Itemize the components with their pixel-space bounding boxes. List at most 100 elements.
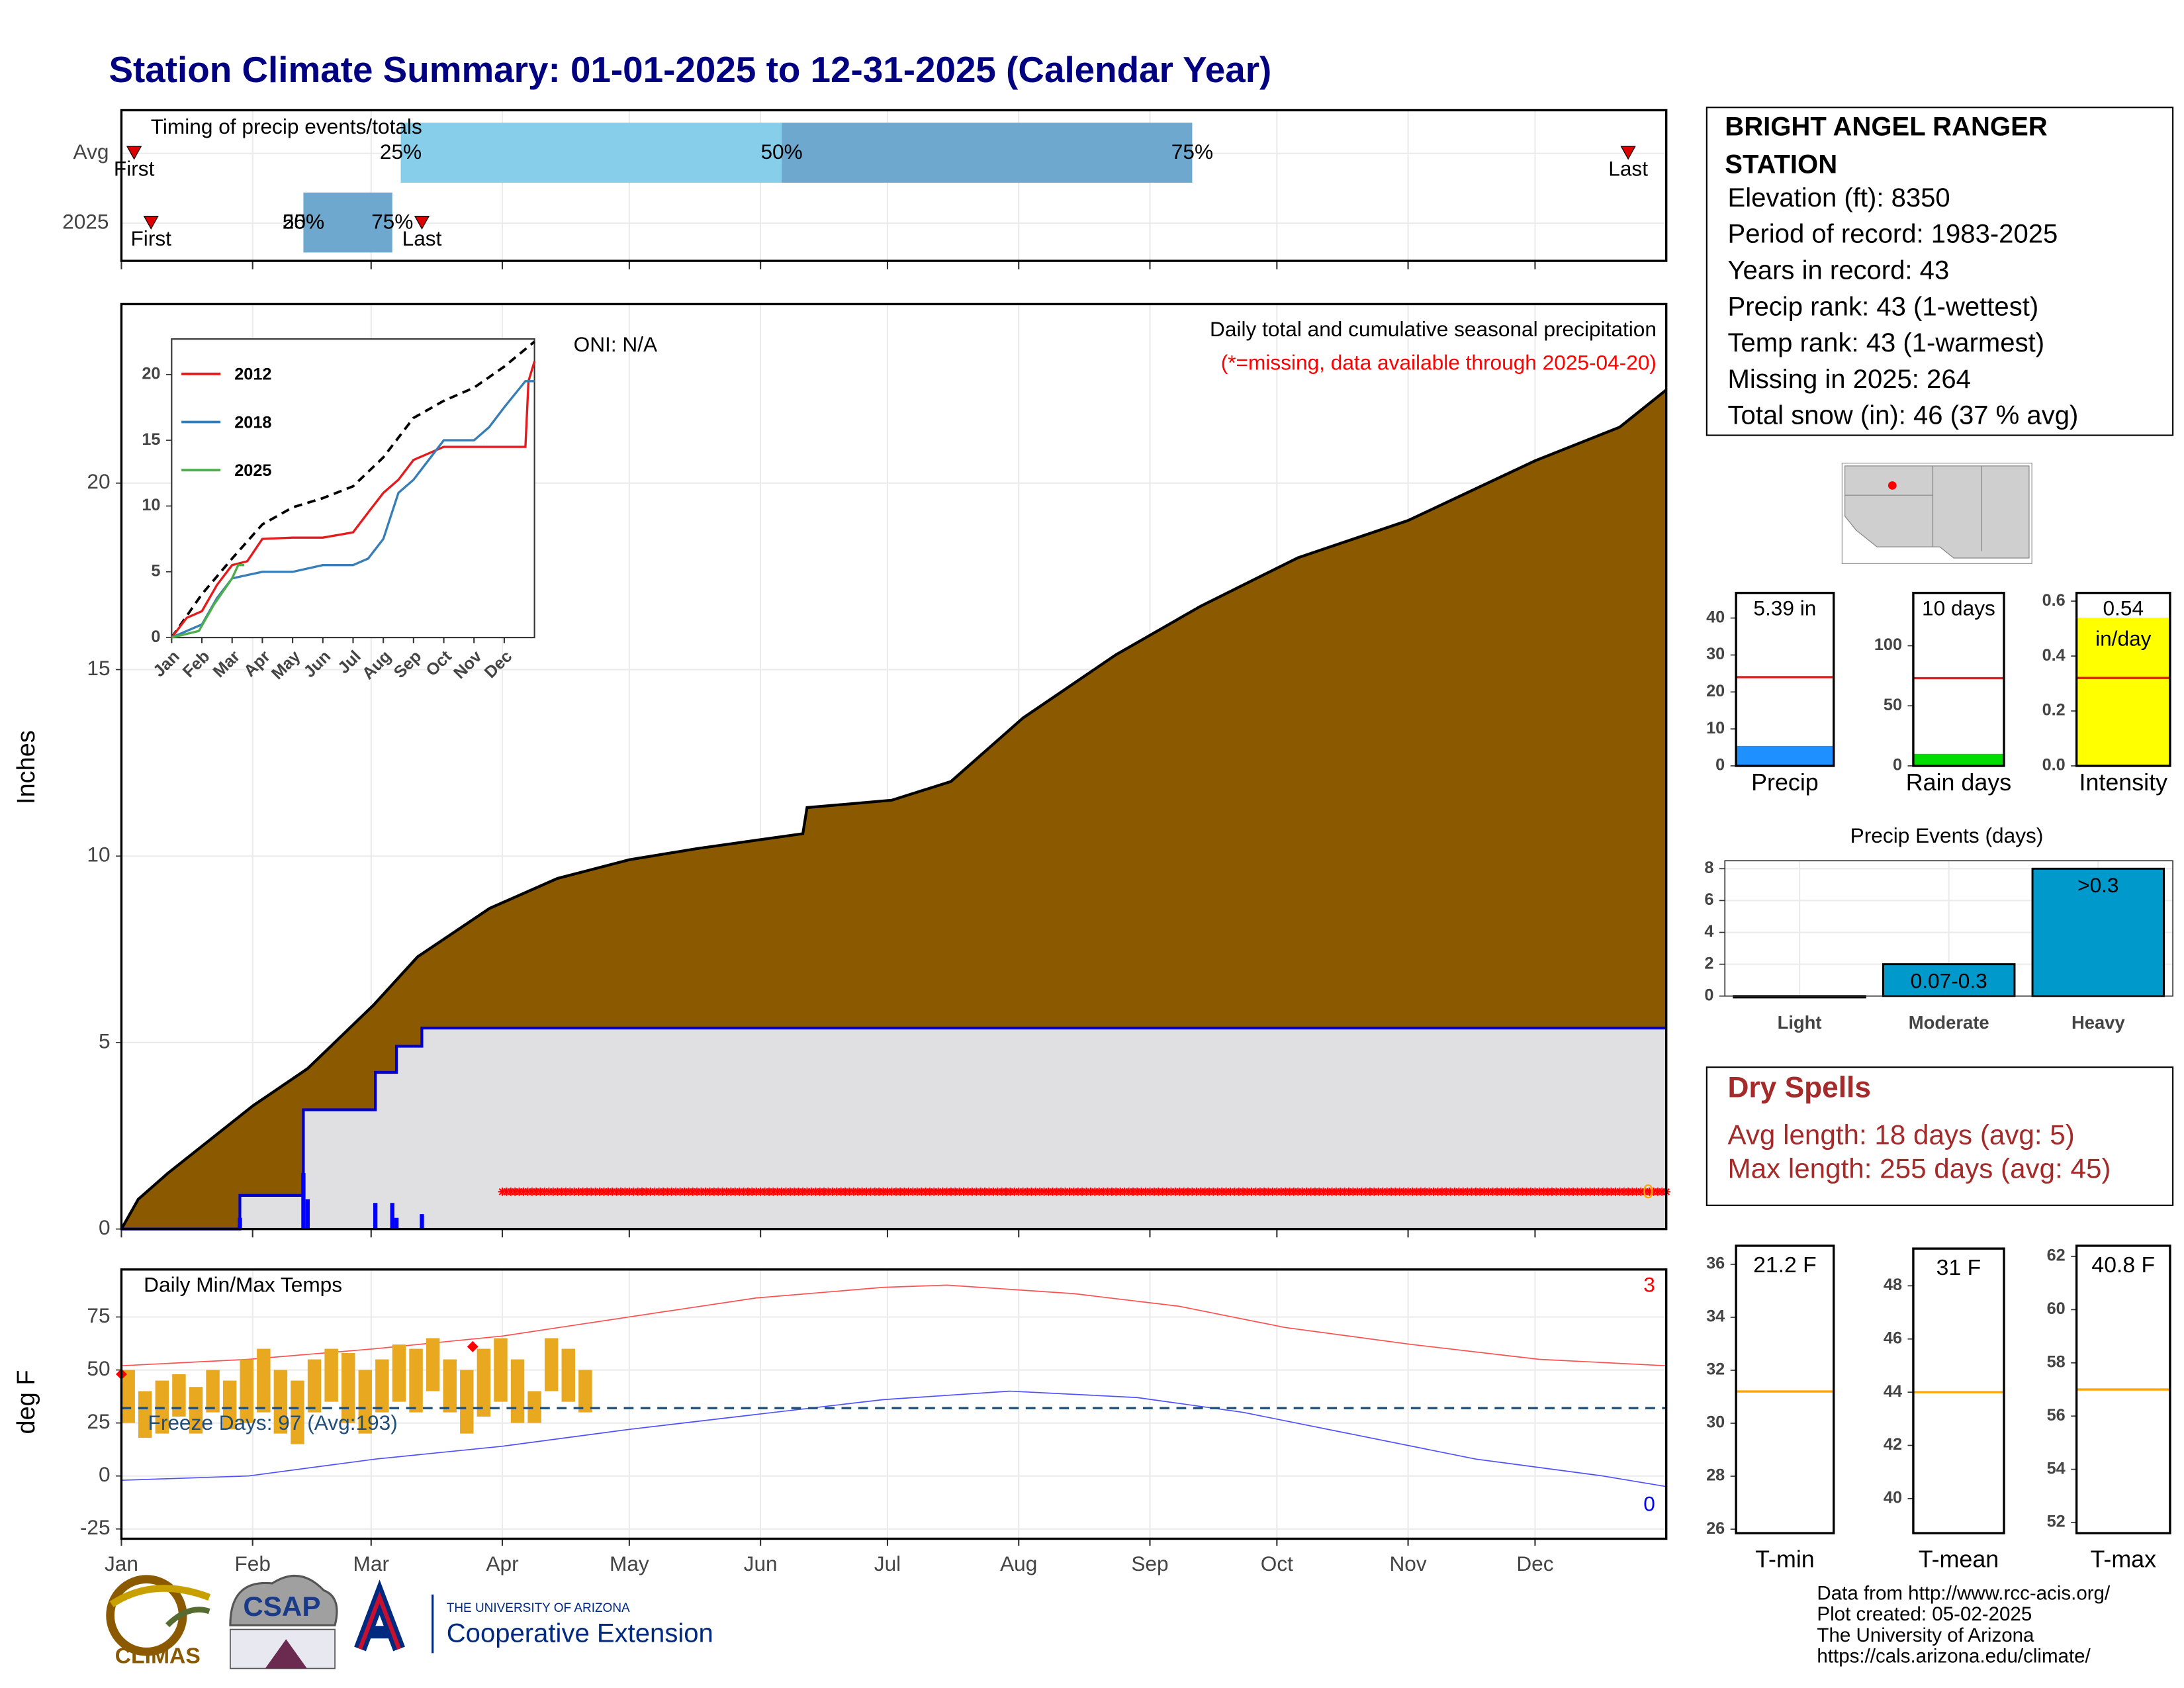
bar-label: >0.3 [2077, 873, 2118, 897]
gauge-value-label-box: 21.2 F [1753, 1254, 1817, 1278]
gauge-bar [1913, 753, 2004, 766]
y-tick-label: 25 [87, 1409, 110, 1433]
credit: The University of Arizona [1817, 1624, 2034, 1646]
legend-label: 2012 [234, 365, 271, 384]
legend-label: 2025 [234, 461, 271, 480]
station-line: Temp rank: 43 (1-warmest) [1727, 328, 2044, 357]
station-name: BRIGHT ANGEL RANGER STATION [1725, 113, 2048, 180]
y-tick-label: 54 [2047, 1459, 2066, 1477]
quartile-bar [400, 122, 782, 183]
gauge-value-label: 21.2 F [1753, 1254, 1817, 1278]
gauge-value-label-box: 5.39 in [1753, 597, 1816, 621]
temp-range-bar [578, 1370, 592, 1413]
quartile-label: 25% [380, 140, 422, 164]
y-tick-label: 20 [142, 364, 160, 383]
x-tick-label: May [610, 1552, 649, 1575]
y-tick-label: 52 [2047, 1513, 2066, 1531]
last-label: Last [1608, 156, 1648, 180]
daily-bar [238, 1217, 242, 1229]
record-low-count: 0 [1643, 1491, 1655, 1515]
y-tick-label: 0 [151, 628, 160, 646]
temp-range-bar [477, 1348, 491, 1417]
gauge-panel [1913, 1248, 2004, 1534]
temp-range-bar [257, 1348, 271, 1413]
panel-frame [1724, 860, 2173, 997]
x-tick-label: Sep [1131, 1552, 1168, 1575]
gauge-frame [1912, 591, 2005, 767]
first-label: First [130, 226, 171, 250]
temp-range-bar [375, 1359, 389, 1413]
temp-range-bar [189, 1387, 203, 1434]
station-line: Missing in 2025: 264 [1727, 365, 1970, 394]
y-tick-label: 48 [1884, 1276, 1902, 1294]
x-tick-label: Aug [1000, 1552, 1037, 1575]
y-tick-label: 40 [1884, 1489, 1902, 1507]
credit: Data from http://www.rcc-acis.org/ [1817, 1583, 2111, 1605]
credit: Plot created: 05-02-2025 [1817, 1603, 2032, 1625]
inset-line [170, 340, 535, 639]
temp-range-bar [561, 1348, 576, 1402]
inset-line [171, 361, 536, 639]
y-tick-label: 30 [1706, 1413, 1725, 1432]
cumulative-line [121, 1026, 1666, 1231]
temp-range-bar [206, 1370, 220, 1413]
normal-min-line [121, 1390, 1666, 1487]
info-box [1706, 107, 2174, 436]
gauge-frame [1735, 591, 1835, 767]
gauge-bar [1736, 745, 1834, 766]
dry-spells-line: Avg length: 18 days (avg: 5) [1727, 1119, 2074, 1150]
x-tick-label: Nov [1389, 1552, 1426, 1575]
gauge-frame [2075, 1244, 2171, 1534]
gauge-frame [2075, 591, 2171, 767]
dry-spells-line: Max length: 255 days (avg: 45) [1727, 1152, 2111, 1184]
daily-bar [305, 1199, 310, 1229]
y-tick-label: 0 [99, 1215, 111, 1239]
area-fill [121, 390, 1666, 1229]
logos [106, 1574, 434, 1669]
temp-range-bar [324, 1348, 338, 1402]
panel-title: Precip Events (days) [1850, 823, 2044, 847]
station-line: Period of record: 1983-2025 [1727, 220, 2058, 249]
gauge-value-label: 0.54 in/day [2095, 596, 2152, 652]
y-tick-label: 10 [1706, 719, 1725, 737]
last-marker [414, 216, 430, 230]
y-tick-label: 0 [1704, 986, 1713, 1004]
station-line: Years in record: 43 [1727, 256, 1949, 285]
temp-range-bar [409, 1348, 423, 1413]
gauge-value-label-box: 31 F [1936, 1257, 1981, 1281]
y-tick-label: 20 [1706, 682, 1725, 700]
gauge-value-label: 10 days [1922, 596, 1995, 621]
station-line: Precip rank: 43 (1-wettest) [1727, 292, 2038, 321]
daily-bar [390, 1203, 394, 1229]
y-tick-label: 42 [1884, 1435, 1902, 1454]
temp-range-bar [443, 1359, 457, 1413]
quartile-label: 75% [1171, 140, 1213, 164]
legend-label: 2018 [234, 413, 271, 432]
y-tick-label: 50 [87, 1356, 110, 1380]
temp-range-bar [307, 1359, 322, 1413]
y-tick-label: 0.0 [2042, 756, 2066, 774]
y-tick-label: 32 [1706, 1360, 1725, 1379]
gauge-value-label-box: 0.54 in/day [2095, 596, 2152, 652]
y-tick-label: 5 [99, 1029, 111, 1053]
gauge-label: Precip [1751, 769, 1819, 796]
dry-spells-title: Dry Spells [1727, 1072, 1870, 1104]
x-tick-label: Oct [1261, 1552, 1293, 1575]
daily-bar [373, 1203, 378, 1229]
y-tick-label: 100 [1874, 635, 1902, 654]
gauge-label: T-max [2090, 1546, 2156, 1573]
temp-range-bar [273, 1370, 288, 1434]
panel-title: Timing of precip events/totals [151, 115, 422, 138]
y-tick-label: 0.2 [2042, 701, 2066, 720]
x-tick-label: Dec [1516, 1552, 1553, 1575]
gauge-panel [1736, 1245, 1834, 1534]
daily-bar [394, 1217, 399, 1229]
station-line: Total snow (in): 46 (37 % avg) [1727, 401, 2078, 430]
temp-range-bar [460, 1370, 474, 1434]
first-marker [126, 146, 142, 160]
credit: https://cals.arizona.edu/climate/ [1817, 1645, 2091, 1667]
row-label: 2025 [62, 210, 109, 234]
panel-title: Daily Min/Max Temps [144, 1272, 342, 1296]
cumulative-line [120, 389, 1668, 1230]
y-tick-label: 36 [1706, 1254, 1725, 1273]
